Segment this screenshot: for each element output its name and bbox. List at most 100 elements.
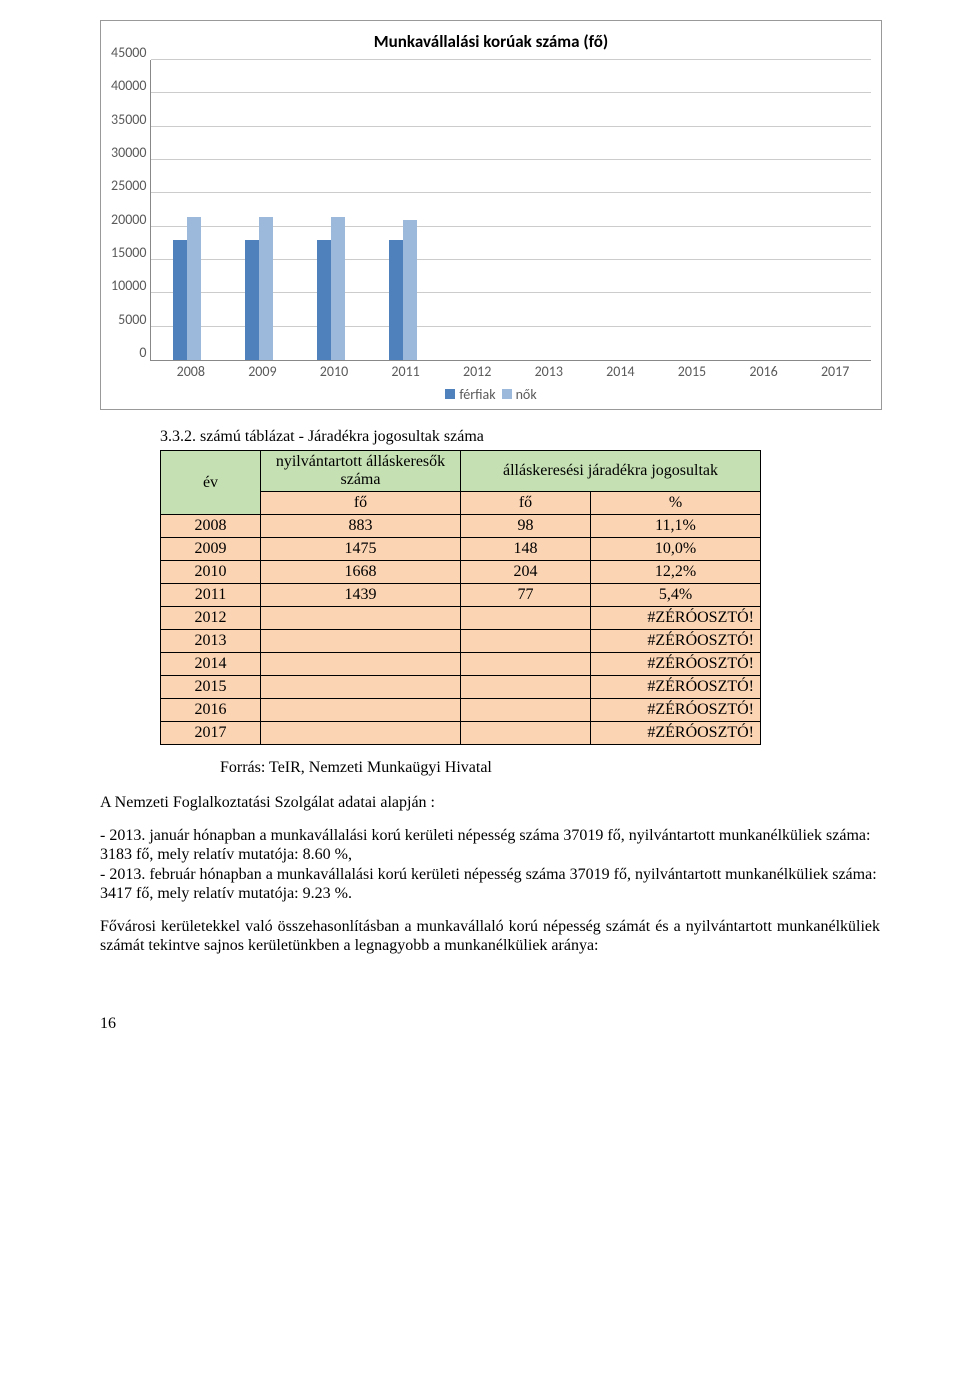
legend-item: férfiak bbox=[445, 386, 495, 403]
cell-year: 2008 bbox=[161, 515, 261, 538]
table-row: 2010166820412,2% bbox=[161, 561, 761, 584]
chart-x-axis: 2008200920102011201220132014201520162017 bbox=[155, 361, 871, 380]
cell-value bbox=[261, 676, 461, 699]
cell-value bbox=[461, 699, 591, 722]
paragraph: A Nemzeti Foglalkoztatási Szolgálat adat… bbox=[100, 793, 880, 812]
bar-group bbox=[439, 60, 511, 360]
bar-group bbox=[223, 60, 295, 360]
cell-value bbox=[461, 630, 591, 653]
chart-title: Munkavállalási korúak száma (fő) bbox=[111, 31, 871, 52]
cell-year: 2014 bbox=[161, 653, 261, 676]
bar bbox=[245, 240, 259, 360]
cell-year: 2012 bbox=[161, 607, 261, 630]
cell-percent: 10,0% bbox=[591, 538, 761, 561]
cell-percent: #ZÉRÓOSZTÓ! bbox=[591, 722, 761, 745]
table-row: 2009147514810,0% bbox=[161, 538, 761, 561]
cell-year: 2011 bbox=[161, 584, 261, 607]
th-year: év bbox=[161, 451, 261, 515]
bar-group bbox=[583, 60, 655, 360]
table-row: 2017 #ZÉRÓOSZTÓ! bbox=[161, 722, 761, 745]
cell-value bbox=[461, 676, 591, 699]
th-sub2: fő bbox=[461, 492, 591, 515]
legend-label: férfiak bbox=[459, 386, 495, 403]
table-row: 2014 #ZÉRÓOSZTÓ! bbox=[161, 653, 761, 676]
cell-percent: #ZÉRÓOSZTÓ! bbox=[591, 699, 761, 722]
table-row: 2012 #ZÉRÓOSZTÓ! bbox=[161, 607, 761, 630]
bar bbox=[403, 220, 417, 360]
cell-value: 1668 bbox=[261, 561, 461, 584]
cell-value: 148 bbox=[461, 538, 591, 561]
table-caption: 3.3.2. számú táblázat - Járadékra jogosu… bbox=[160, 428, 880, 446]
cell-percent: #ZÉRÓOSZTÓ! bbox=[591, 676, 761, 699]
cell-year: 2015 bbox=[161, 676, 261, 699]
table-row: 20088839811,1% bbox=[161, 515, 761, 538]
bar-group bbox=[511, 60, 583, 360]
cell-value bbox=[461, 722, 591, 745]
paragraph: Fővárosi kerületekkel való összehasonlít… bbox=[100, 917, 880, 955]
x-tick-label: 2014 bbox=[585, 361, 657, 380]
chart-plot-area bbox=[150, 60, 871, 361]
legend-item: nők bbox=[502, 386, 537, 403]
data-table: év nyilvántartott álláskeresők száma áll… bbox=[160, 450, 761, 745]
table-source: Forrás: TeIR, Nemzeti Munkaügyi Hivatal bbox=[220, 759, 880, 777]
bar bbox=[187, 217, 201, 360]
cell-year: 2017 bbox=[161, 722, 261, 745]
bar bbox=[173, 240, 187, 360]
cell-percent: 5,4% bbox=[591, 584, 761, 607]
bar-group bbox=[367, 60, 439, 360]
bar-group bbox=[295, 60, 367, 360]
page-number: 16 bbox=[100, 1015, 880, 1033]
table-row: 2016 #ZÉRÓOSZTÓ! bbox=[161, 699, 761, 722]
cell-percent: 12,2% bbox=[591, 561, 761, 584]
cell-value: 77 bbox=[461, 584, 591, 607]
cell-value bbox=[261, 653, 461, 676]
x-tick-label: 2013 bbox=[513, 361, 585, 380]
table-row: 20111439775,4% bbox=[161, 584, 761, 607]
legend-swatch bbox=[445, 389, 455, 399]
bar bbox=[331, 217, 345, 360]
th-sub1: fő bbox=[261, 492, 461, 515]
cell-percent: #ZÉRÓOSZTÓ! bbox=[591, 630, 761, 653]
bar-group bbox=[799, 60, 871, 360]
cell-value bbox=[261, 722, 461, 745]
cell-value: 98 bbox=[461, 515, 591, 538]
bar-group bbox=[655, 60, 727, 360]
cell-year: 2013 bbox=[161, 630, 261, 653]
chart-legend: férfiak nők bbox=[111, 386, 871, 403]
bar-chart: Munkavállalási korúak száma (fő) 4500040… bbox=[100, 20, 882, 410]
bar bbox=[317, 240, 331, 360]
cell-percent: #ZÉRÓOSZTÓ! bbox=[591, 607, 761, 630]
bar-group bbox=[727, 60, 799, 360]
legend-swatch bbox=[502, 389, 512, 399]
x-tick-label: 2017 bbox=[799, 361, 871, 380]
th-col1: nyilvántartott álláskeresők száma bbox=[261, 451, 461, 492]
table-row: 2013 #ZÉRÓOSZTÓ! bbox=[161, 630, 761, 653]
bar-group bbox=[151, 60, 223, 360]
bar bbox=[259, 217, 273, 360]
cell-value bbox=[261, 699, 461, 722]
th-sub3: % bbox=[591, 492, 761, 515]
cell-year: 2009 bbox=[161, 538, 261, 561]
x-tick-label: 2012 bbox=[441, 361, 513, 380]
cell-value: 1439 bbox=[261, 584, 461, 607]
cell-value: 883 bbox=[261, 515, 461, 538]
cell-value: 1475 bbox=[261, 538, 461, 561]
th-col2: álláskeresési járadékra jogosultak bbox=[461, 451, 761, 492]
chart-y-axis: 4500040000350003000025000200001500010000… bbox=[111, 60, 150, 360]
table-row: 2015 #ZÉRÓOSZTÓ! bbox=[161, 676, 761, 699]
cell-value bbox=[261, 630, 461, 653]
cell-value bbox=[461, 607, 591, 630]
cell-percent: #ZÉRÓOSZTÓ! bbox=[591, 653, 761, 676]
bar bbox=[389, 240, 403, 360]
cell-year: 2016 bbox=[161, 699, 261, 722]
cell-value bbox=[461, 653, 591, 676]
cell-percent: 11,1% bbox=[591, 515, 761, 538]
x-tick-label: 2015 bbox=[656, 361, 728, 380]
legend-label: nők bbox=[516, 386, 537, 403]
x-tick-label: 2011 bbox=[370, 361, 442, 380]
cell-year: 2010 bbox=[161, 561, 261, 584]
x-tick-label: 2008 bbox=[155, 361, 227, 380]
x-tick-label: 2009 bbox=[227, 361, 299, 380]
x-tick-label: 2016 bbox=[728, 361, 800, 380]
cell-value: 204 bbox=[461, 561, 591, 584]
